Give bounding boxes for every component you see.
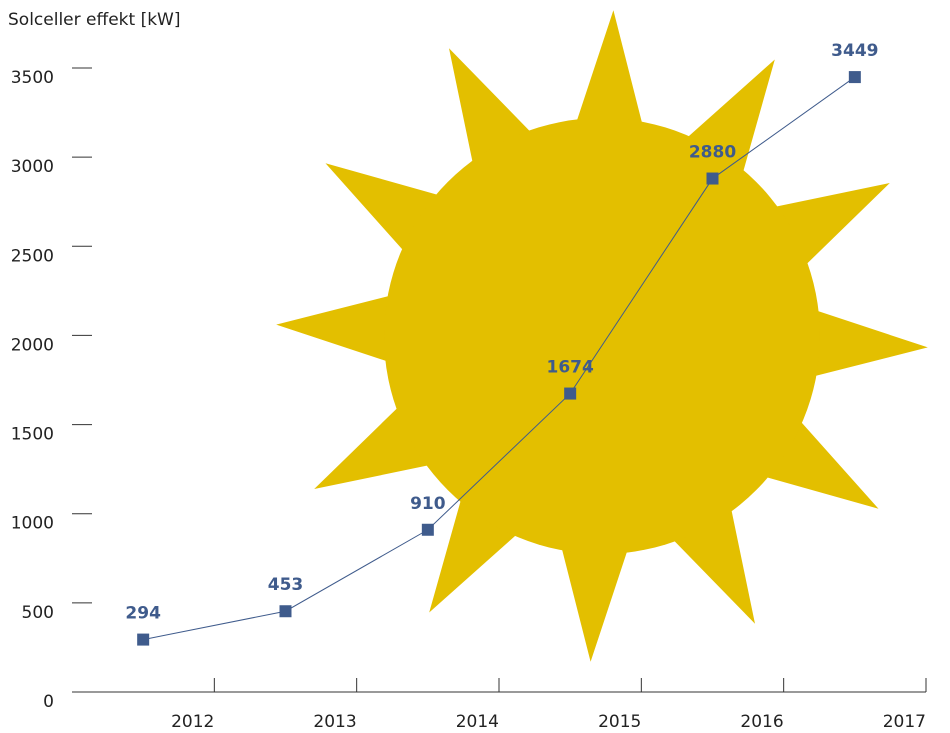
sun-disc: [384, 118, 820, 554]
x-tick-label: 2012: [171, 712, 214, 732]
value-label: 294: [125, 604, 161, 624]
y-tick-label: 500: [22, 603, 54, 623]
point-marker: [707, 173, 719, 185]
x-tick-label: 2015: [598, 712, 641, 732]
point-marker: [849, 71, 861, 83]
value-label: 2880: [689, 143, 736, 163]
x-tick-label: 2016: [740, 712, 783, 732]
y-tick-label: 0: [43, 692, 54, 712]
y-tick-label: 3000: [11, 157, 54, 177]
point-marker: [564, 388, 576, 400]
point-marker: [422, 524, 434, 536]
x-tick-label: 2013: [313, 712, 356, 732]
chart-title: Solceller effekt [kW]: [8, 10, 180, 30]
value-label: 3449: [831, 41, 878, 61]
point-marker: [137, 634, 149, 646]
sun-decoration: [276, 10, 928, 662]
x-tick-label: 2017: [883, 712, 926, 732]
value-label: 453: [268, 575, 304, 595]
y-tick-label: 1000: [11, 514, 54, 534]
value-label: 1674: [547, 358, 594, 378]
page: Solceller effekt [kW] 0 500 1000 1500 2000 25…: [0, 0, 950, 733]
point-marker: [280, 605, 292, 617]
x-tick-label: 2014: [456, 712, 499, 732]
chart: Solceller effekt [kW] 0 500 1000 1500 2000 25…: [0, 0, 950, 733]
y-tick-label: 1500: [11, 425, 54, 445]
y-tick-label: 2500: [11, 246, 54, 266]
value-label: 910: [410, 494, 446, 514]
y-tick-label: 2000: [11, 335, 54, 355]
y-tick-label: 3500: [11, 68, 54, 88]
